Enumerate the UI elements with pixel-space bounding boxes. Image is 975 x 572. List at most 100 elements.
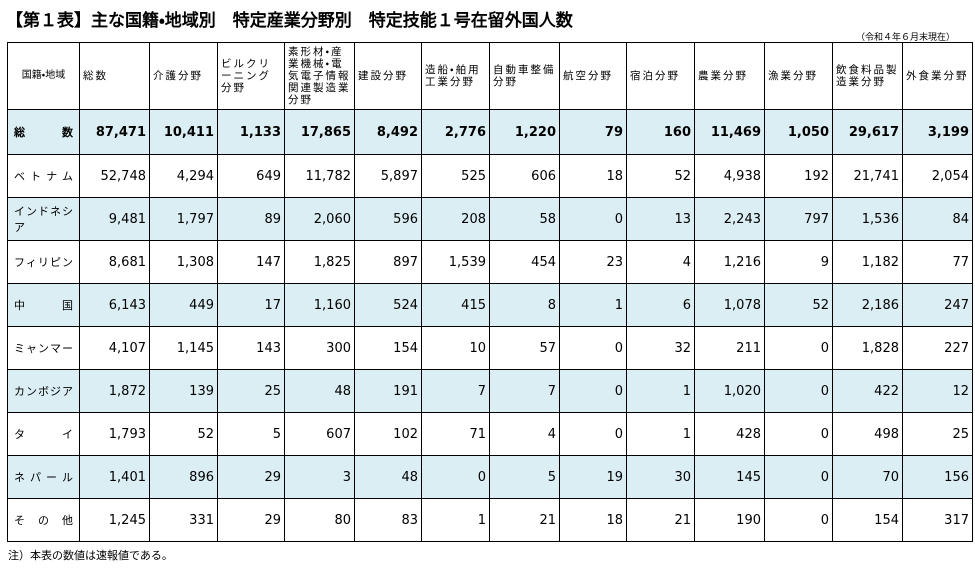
column-header: 航空分野: [559, 42, 627, 110]
cell: 428: [694, 412, 765, 456]
cell: 211: [694, 326, 765, 370]
table-row: フィリピン 8,681 1,308 147 1,825 897 1,539 454 23 4 1,2…: [7, 240, 973, 284]
cell: 25: [217, 369, 285, 413]
cell: 1,050: [764, 109, 833, 155]
cell: 1,020: [694, 369, 765, 413]
row-label: 中国: [7, 283, 80, 327]
row-label: ベトナム: [7, 154, 80, 198]
cell: 190: [694, 498, 765, 542]
cell: 84: [902, 197, 973, 241]
row-label: 総数: [7, 109, 80, 155]
cell: 1,828: [832, 326, 903, 370]
cell: 147: [217, 240, 285, 284]
cell: 52: [626, 154, 695, 198]
cell: 6,143: [79, 283, 150, 327]
cell: 0: [559, 326, 627, 370]
cell: 19: [559, 455, 627, 499]
table-row: タイ 1,793 52 5 607 102 71 4 0 1 428 0 498 25: [7, 412, 973, 456]
cell: 9: [764, 240, 833, 284]
column-header: 農業分野: [694, 42, 765, 110]
column-header: 自動車整備分野: [489, 42, 560, 110]
column-header: 素形材・産業機械・電気電子情報関連製造業分野: [284, 42, 355, 110]
cell: 4: [626, 240, 695, 284]
cell: 415: [421, 283, 490, 327]
cell: 300: [284, 326, 355, 370]
cell: 1: [626, 369, 695, 413]
cell: 596: [354, 197, 422, 241]
column-header: 外食業分野: [902, 42, 973, 110]
cell: 23: [559, 240, 627, 284]
cell: 1,133: [217, 109, 285, 155]
cell: 17: [217, 283, 285, 327]
cell: 498: [832, 412, 903, 456]
cell: 2,243: [694, 197, 765, 241]
cell: 156: [902, 455, 973, 499]
cell: 4,294: [149, 154, 218, 198]
cell: 1,825: [284, 240, 355, 284]
cell: 5: [217, 412, 285, 456]
cell: 8,492: [354, 109, 422, 155]
cell: 89: [217, 197, 285, 241]
cell: 649: [217, 154, 285, 198]
cell: 48: [284, 369, 355, 413]
row-label: カンボジア: [7, 369, 80, 413]
cell: 0: [559, 412, 627, 456]
cell: 139: [149, 369, 218, 413]
cell: 607: [284, 412, 355, 456]
cell: 524: [354, 283, 422, 327]
column-header: 宿泊分野: [626, 42, 695, 110]
cell: 52,748: [79, 154, 150, 198]
cell: 77: [902, 240, 973, 284]
cell: 2,186: [832, 283, 903, 327]
cell: 4: [489, 412, 560, 456]
cell: 79: [559, 109, 627, 155]
cell: 87,471: [79, 109, 150, 155]
cell: 192: [764, 154, 833, 198]
title: 【第１表】主な国籍・地域別 特定産業分野別 特定技能１号在留外国人数: [6, 11, 573, 31]
cell: 21: [489, 498, 560, 542]
cell: 227: [902, 326, 973, 370]
cell: 1,872: [79, 369, 150, 413]
column-header: 介護分野: [149, 42, 218, 110]
cell: 30: [626, 455, 695, 499]
cell: 5: [489, 455, 560, 499]
table-row: インドネシア 9,481 1,797 89 2,060 596 208 58 0 13 2,243 7…: [7, 197, 973, 241]
column-header: 飲食料品製造業分野: [832, 42, 903, 110]
table-row: 中国 6,143 449 17 1,160 524 415 8 1 6 1,078 52 2,186 24…: [7, 283, 973, 327]
row-label: タイ: [7, 412, 80, 456]
cell: 1,797: [149, 197, 218, 241]
column-header: 造船・舶用工業分野: [421, 42, 490, 110]
row-label: その他: [7, 498, 80, 542]
table-row: ミャンマー 4,107 1,145 143 300 154 10 57 0 32 211 0 1,828…: [7, 326, 973, 370]
cell: 208: [421, 197, 490, 241]
cell: 1,160: [284, 283, 355, 327]
cell: 29: [217, 455, 285, 499]
cell: 21: [626, 498, 695, 542]
cell: 449: [149, 283, 218, 327]
cell: 1,536: [832, 197, 903, 241]
column-header: 漁業分野: [764, 42, 833, 110]
cell: 3: [284, 455, 355, 499]
cell: 1,220: [489, 109, 560, 155]
cell: 1,539: [421, 240, 490, 284]
column-header: 総数: [79, 42, 150, 110]
cell: 1,401: [79, 455, 150, 499]
cell: 317: [902, 498, 973, 542]
table-row: その他 1,245 331 29 80 83 1 21 18 21 190 0 154 317: [7, 498, 973, 542]
cell: 1,308: [149, 240, 218, 284]
cell: 8: [489, 283, 560, 327]
cell: 160: [626, 109, 695, 155]
cell: 10: [421, 326, 490, 370]
cell: 1: [559, 283, 627, 327]
cell: 0: [764, 455, 833, 499]
cell: 2,776: [421, 109, 490, 155]
date-note: （令和４年６月末現在）: [855, 33, 955, 43]
cell: 145: [694, 455, 765, 499]
row-label: ネパール: [7, 455, 80, 499]
cell: 154: [832, 498, 903, 542]
cell: 1,145: [149, 326, 218, 370]
cell: 1: [421, 498, 490, 542]
cell: 191: [354, 369, 422, 413]
cell: 8,681: [79, 240, 150, 284]
